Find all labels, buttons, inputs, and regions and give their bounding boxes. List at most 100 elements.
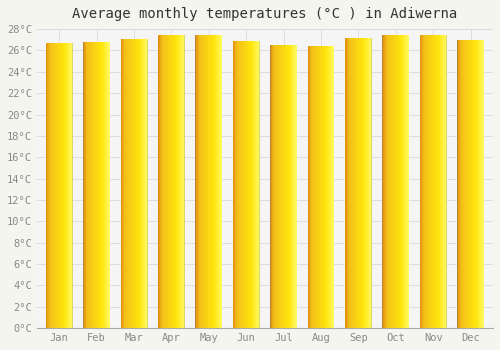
Bar	[65, 43, 66, 328]
Bar	[348, 37, 350, 328]
Bar	[109, 42, 110, 328]
Bar	[385, 35, 386, 328]
Bar	[388, 35, 389, 328]
Bar	[243, 41, 244, 328]
Bar	[271, 45, 272, 328]
Bar	[398, 35, 399, 328]
Bar	[280, 45, 281, 328]
Bar	[160, 35, 161, 328]
Bar	[404, 35, 405, 328]
Bar	[205, 35, 206, 328]
Bar	[393, 35, 394, 328]
Bar	[68, 43, 69, 328]
Bar	[248, 41, 249, 328]
Bar	[50, 43, 51, 328]
Bar	[71, 43, 72, 328]
Bar	[311, 46, 312, 328]
Bar	[131, 38, 132, 328]
Bar	[283, 45, 284, 328]
Bar	[479, 40, 480, 328]
Bar	[326, 46, 327, 328]
Bar	[420, 35, 421, 328]
Bar	[259, 41, 260, 328]
Bar	[473, 40, 474, 328]
Bar	[88, 42, 89, 328]
Bar	[270, 45, 271, 328]
Bar	[144, 38, 145, 328]
Bar	[211, 35, 212, 328]
Bar	[423, 35, 424, 328]
Bar	[67, 43, 68, 328]
Bar	[439, 35, 440, 328]
Bar	[284, 45, 285, 328]
Bar	[392, 35, 393, 328]
Bar	[436, 35, 437, 328]
Bar	[129, 38, 130, 328]
Bar	[277, 45, 278, 328]
Bar	[402, 35, 403, 328]
Bar	[122, 38, 124, 328]
Bar	[124, 38, 125, 328]
Bar	[143, 38, 144, 328]
Bar	[480, 40, 481, 328]
Bar	[322, 46, 323, 328]
Bar	[257, 41, 258, 328]
Bar	[107, 42, 108, 328]
Bar	[290, 45, 291, 328]
Bar	[316, 46, 318, 328]
Bar	[328, 46, 329, 328]
Bar	[464, 40, 465, 328]
Bar	[367, 37, 368, 328]
Bar	[104, 42, 106, 328]
Bar	[181, 35, 182, 328]
Bar	[441, 35, 442, 328]
Bar	[85, 42, 86, 328]
Bar	[333, 46, 334, 328]
Bar	[354, 37, 355, 328]
Bar	[164, 35, 165, 328]
Bar	[391, 35, 392, 328]
Bar	[120, 38, 121, 328]
Bar	[146, 38, 147, 328]
Bar	[210, 35, 211, 328]
Bar	[97, 42, 98, 328]
Bar	[63, 43, 64, 328]
Bar	[483, 40, 484, 328]
Bar	[208, 35, 209, 328]
Bar	[320, 46, 321, 328]
Bar	[239, 41, 240, 328]
Bar	[242, 41, 243, 328]
Bar	[438, 35, 439, 328]
Bar	[296, 45, 297, 328]
Bar	[86, 42, 87, 328]
Bar	[288, 45, 289, 328]
Bar	[329, 46, 330, 328]
Bar	[101, 42, 102, 328]
Bar	[472, 40, 473, 328]
Bar	[347, 37, 348, 328]
Bar	[442, 35, 443, 328]
Bar	[291, 45, 292, 328]
Bar	[397, 35, 398, 328]
Bar	[294, 45, 295, 328]
Bar	[477, 40, 478, 328]
Bar	[235, 41, 236, 328]
Bar	[408, 35, 410, 328]
Bar	[166, 35, 167, 328]
Bar	[218, 35, 219, 328]
Bar	[70, 43, 71, 328]
Bar	[370, 37, 371, 328]
Bar	[108, 42, 109, 328]
Bar	[121, 38, 122, 328]
Bar	[445, 35, 446, 328]
Bar	[145, 38, 146, 328]
Bar	[371, 37, 372, 328]
Bar	[359, 37, 360, 328]
Bar	[69, 43, 70, 328]
Bar	[318, 46, 319, 328]
Bar	[93, 42, 94, 328]
Bar	[353, 37, 354, 328]
Bar	[202, 35, 203, 328]
Bar	[430, 35, 431, 328]
Bar	[282, 45, 283, 328]
